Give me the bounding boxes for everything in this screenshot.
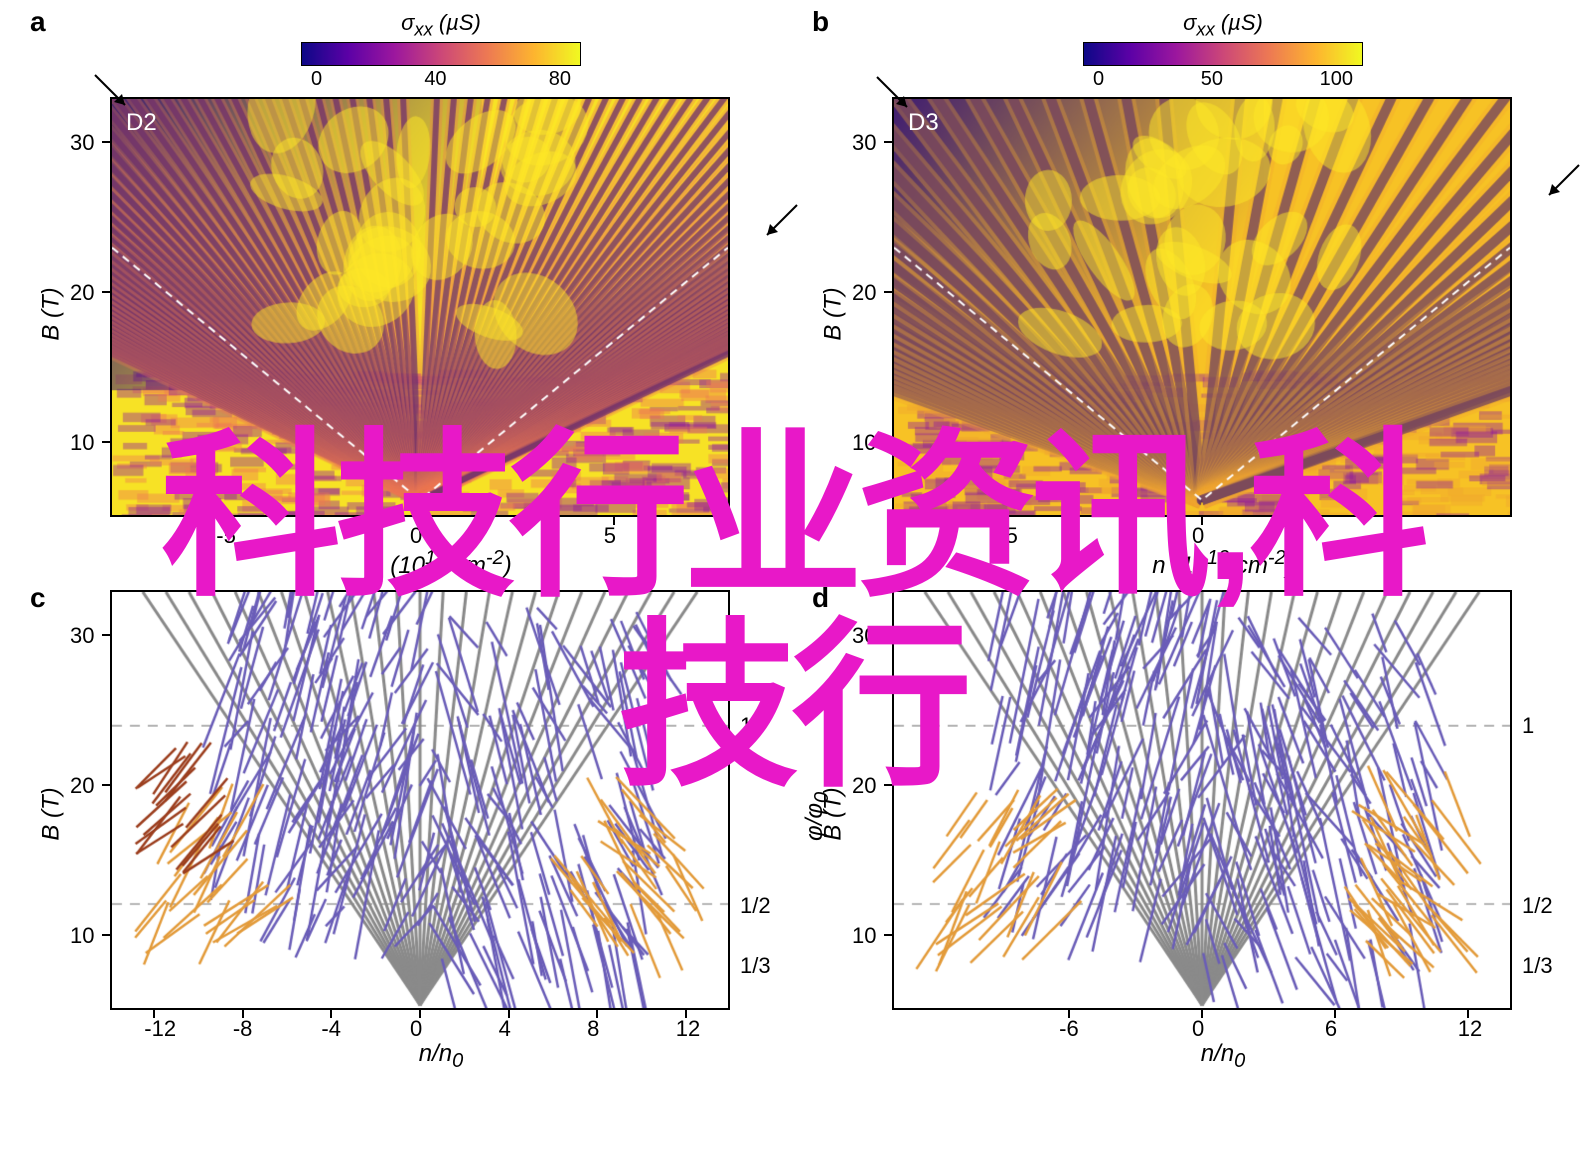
tick-label: 1/2 — [740, 893, 771, 919]
tick-label: 30 — [70, 623, 94, 649]
tick-label: 0 — [410, 1016, 422, 1042]
tick-label: 1/2 — [1522, 893, 1553, 919]
plot-area-a: D2 — [110, 97, 730, 517]
tick-label: -8 — [233, 1016, 253, 1042]
tick-label: 4 — [499, 1016, 511, 1042]
tick-label: 10 — [70, 923, 94, 949]
tick-label: 1 — [1522, 713, 1534, 739]
tick-label: 12 — [676, 1016, 700, 1042]
plot-area-c — [110, 590, 730, 1010]
tick-label: 20 — [852, 773, 876, 799]
colorbar-gradient-a — [301, 42, 581, 66]
panel-c: c B (T) φ/φ0 -12-8-404812 102030 11/21/3… — [30, 590, 772, 1073]
tick-label: 20 — [70, 280, 94, 306]
cbar-tick: 100 — [1320, 68, 1353, 91]
tick-label: 6 — [1325, 1016, 1337, 1042]
tick-label: 12 — [1458, 1016, 1482, 1042]
cbar-tick: 80 — [549, 68, 571, 91]
tick-label: 30 — [70, 130, 94, 156]
colorbar-ticks-a: 0 40 80 — [301, 68, 581, 91]
panel-label-d: d — [812, 582, 829, 614]
panel-label-c: c — [30, 582, 46, 614]
x-axis-label-c: n/n0 — [110, 1040, 772, 1073]
tick-label: 5 — [1386, 523, 1398, 549]
wannier-d — [894, 592, 1510, 1008]
arrow-right-a — [752, 200, 802, 250]
tick-label: 5 — [604, 523, 616, 549]
tick-label: 0 — [1192, 523, 1204, 549]
colorbar-ticks-b: 0 50 100 — [1083, 68, 1363, 91]
arrow-left-a — [90, 70, 140, 120]
tick-label: -12 — [144, 1016, 176, 1042]
panel-b: b σxx (µS) 0 50 100 B (T) D3 -505 102030… — [812, 10, 1554, 580]
tick-label: -5 — [216, 523, 236, 549]
heatmap-a — [112, 99, 728, 515]
tick-label: 1/3 — [1522, 953, 1553, 979]
tick-label: 10 — [852, 430, 876, 456]
tick-label: -6 — [1059, 1016, 1079, 1042]
colorbar-a: σxx (µS) 0 40 80 — [110, 10, 772, 91]
y-axis-label-a: B (T) — [38, 287, 66, 340]
panel-label-b: b — [812, 6, 829, 38]
tick-label: 1/3 — [740, 953, 771, 979]
cbar-tick: 50 — [1201, 68, 1223, 91]
tick-label: 30 — [852, 623, 876, 649]
colorbar-b: σxx (µS) 0 50 100 — [892, 10, 1554, 91]
colorbar-gradient-b — [1083, 42, 1363, 66]
tick-label: 10 — [70, 430, 94, 456]
tick-label: 8 — [587, 1016, 599, 1042]
colorbar-title-a: σxx (µS) — [401, 10, 481, 40]
arrow-left-b — [872, 72, 922, 122]
heatmap-b — [894, 99, 1510, 515]
y-axis-label-b: B (T) — [820, 287, 848, 340]
tick-label: 0 — [1192, 1016, 1204, 1042]
x-axis-label-b: n (1012 cm-2) — [892, 547, 1554, 580]
arrow-right-b — [1534, 160, 1584, 210]
cbar-tick: 0 — [1093, 68, 1104, 91]
tick-label: 0 — [410, 523, 422, 549]
plot-area-b: D3 — [892, 97, 1512, 517]
tick-label: 20 — [70, 773, 94, 799]
x-axis-label-d: n/n0 — [892, 1040, 1554, 1073]
colorbar-title-b: σxx (µS) — [1183, 10, 1263, 40]
x-axis-label-a: n (1012 cm-2) — [110, 547, 772, 580]
y-axis-label-c: B (T) — [38, 788, 66, 841]
plot-area-d — [892, 590, 1512, 1010]
cbar-tick: 40 — [424, 68, 446, 91]
cbar-tick: 0 — [311, 68, 322, 91]
tick-label: 30 — [852, 130, 876, 156]
wannier-c — [112, 592, 728, 1008]
figure-grid: a σxx (µS) 0 40 80 B (T) D2 -505 102030 … — [0, 0, 1584, 1083]
tick-label: -5 — [998, 523, 1018, 549]
tick-label: -4 — [321, 1016, 341, 1042]
tick-label: 10 — [852, 923, 876, 949]
tick-label: 20 — [852, 280, 876, 306]
y-axis-label-d: B (T) — [820, 788, 848, 841]
panel-a: a σxx (µS) 0 40 80 B (T) D2 -505 102030 … — [30, 10, 772, 580]
panel-label-a: a — [30, 6, 46, 38]
panel-d: d B (T) φ/φ0 -60612 102030 11/21/3 n/n0 — [812, 590, 1554, 1073]
tick-label: 1 — [740, 713, 752, 739]
